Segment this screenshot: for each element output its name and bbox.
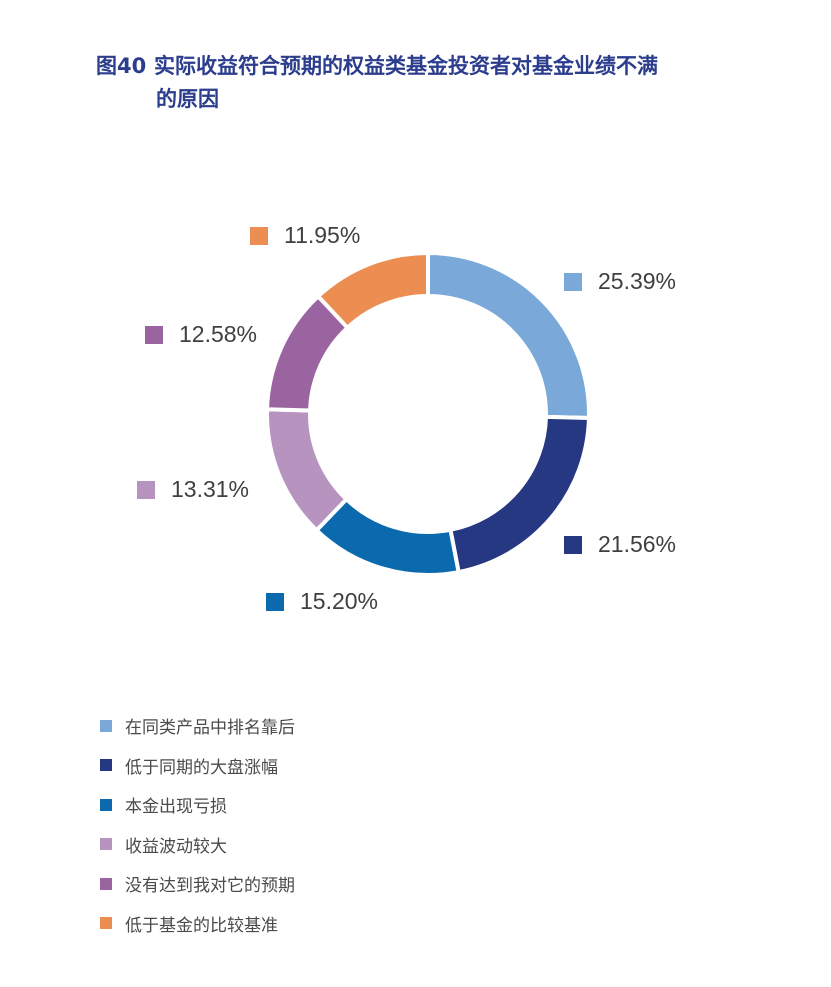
legend-label: 没有达到我对它的预期 [125, 876, 295, 897]
data-label: 21.56% [564, 531, 676, 558]
data-label-value: 13.31% [171, 476, 250, 502]
legend-swatch-icon [100, 877, 112, 890]
data-label-value: 21.56% [598, 531, 677, 557]
donut-segment [265, 407, 350, 534]
color-swatch-icon [266, 592, 284, 611]
legend-swatch-icon [100, 719, 112, 732]
title-line-1: 实际收益符合预期的权益类基金投资者对基金业绩不满 [154, 54, 658, 78]
legend-label: 收益波动较大 [125, 836, 227, 857]
legend-item: 没有达到我对它的预期 [100, 864, 295, 904]
legend-label: 低于基金的比较基准 [125, 915, 278, 936]
legend-item: 低于基金的比较基准 [100, 904, 295, 944]
legend-label: 低于同期的大盘涨幅 [125, 757, 278, 778]
legend-item: 在同类产品中排名靠后 [100, 706, 295, 746]
legend-label: 在同类产品中排名靠后 [125, 718, 295, 739]
chart-title: 图40 实际收益符合预期的权益类基金投资者对基金业绩不满 的原因 [96, 50, 756, 116]
color-swatch-icon [564, 272, 582, 291]
legend-item: 低于同期的大盘涨幅 [100, 746, 295, 786]
data-label-value: 15.20% [300, 588, 379, 614]
legend-item: 本金出现亏损 [100, 785, 295, 825]
data-label-value: 25.39% [598, 268, 677, 294]
color-swatch-icon [250, 226, 268, 245]
legend: 在同类产品中排名靠后 低于同期的大盘涨幅 本金出现亏损 收益波动较大没有达到我对它的预… [100, 706, 295, 943]
color-swatch-icon [145, 325, 163, 344]
data-label: 11.95% [250, 222, 360, 249]
data-label: 15.20% [266, 588, 378, 615]
legend-swatch-icon [100, 838, 112, 851]
legend-item: 收益波动较大 [100, 825, 295, 865]
title-line-2: 的原因 [156, 87, 219, 111]
data-label: 12.58% [145, 321, 257, 348]
data-label-value: 11.95% [284, 222, 361, 248]
color-swatch-icon [137, 480, 155, 499]
legend-swatch-icon [100, 759, 112, 772]
data-label: 13.31% [137, 476, 249, 503]
legend-swatch-icon [100, 917, 112, 930]
data-label: 25.39% [564, 268, 676, 295]
donut-segment [315, 250, 430, 331]
legend-label: 本金出现亏损 [125, 797, 227, 818]
figure-number: 图40 [96, 54, 147, 78]
data-label-value: 12.58% [179, 321, 258, 347]
legend-swatch-icon [100, 798, 112, 811]
color-swatch-icon [564, 535, 582, 554]
